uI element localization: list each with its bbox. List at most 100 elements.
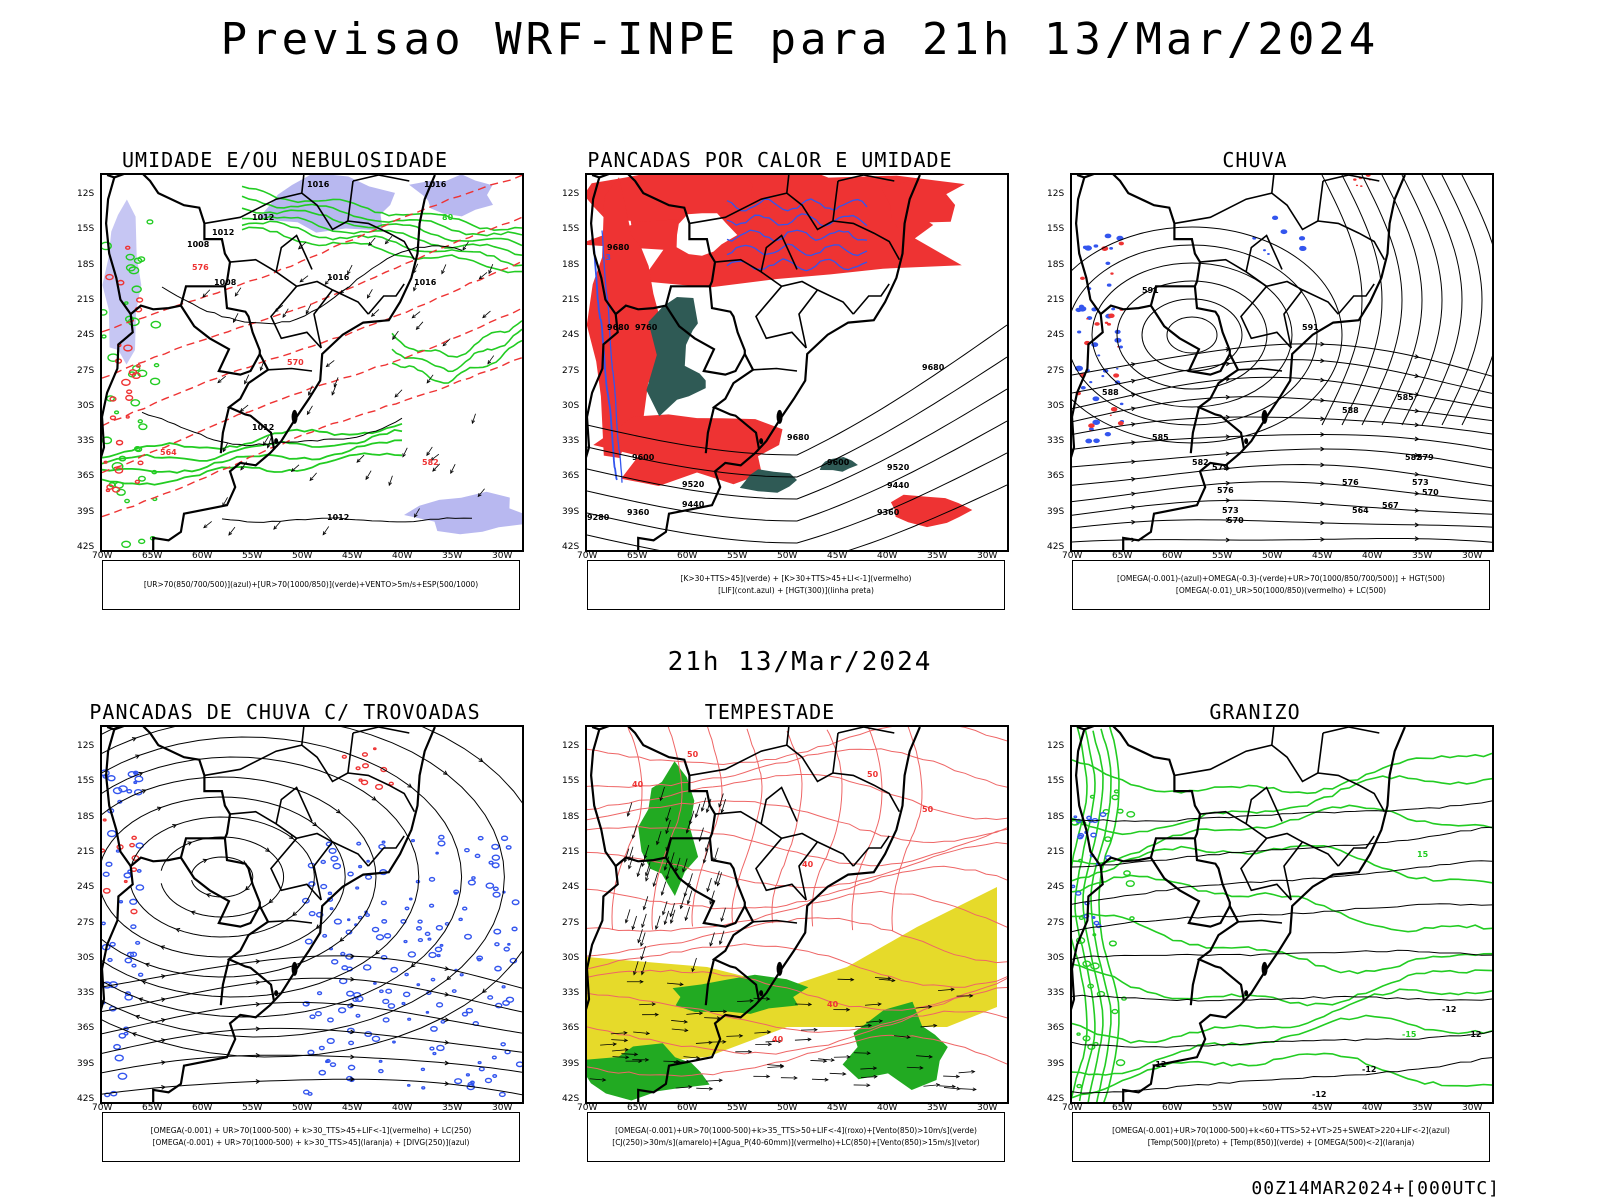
lon-tick-label: 70W <box>92 1103 113 1113</box>
flow-arrow <box>339 937 345 942</box>
wind-vector <box>645 867 651 881</box>
wind-vector <box>726 1035 743 1037</box>
border-line <box>755 837 807 901</box>
shaded-area <box>1089 380 1093 384</box>
contour-line <box>124 957 133 964</box>
contour-label: 582 <box>1192 458 1209 467</box>
contour-line <box>436 1044 445 1052</box>
contour-line <box>329 907 334 911</box>
lon-tick-label: 60W <box>1162 1103 1183 1113</box>
contour-line <box>1090 832 1097 838</box>
contour-line <box>378 843 386 850</box>
contour-line <box>137 419 144 424</box>
contour-line <box>1099 811 1107 818</box>
border-line <box>832 772 901 813</box>
wind-vector <box>703 849 709 863</box>
flow-arrow <box>175 927 181 933</box>
streamline <box>1341 175 1383 426</box>
contour-line <box>329 1062 337 1068</box>
shaded-area <box>1116 367 1119 370</box>
contour-label: 1016 <box>424 180 447 189</box>
border-line <box>270 285 322 349</box>
contour-label: 1016 <box>414 278 437 287</box>
contour-line <box>382 998 390 1005</box>
flow-arrow <box>1320 537 1326 542</box>
contour-line <box>221 517 473 523</box>
contour-line <box>408 897 413 901</box>
shaded-area <box>676 213 738 256</box>
contour-line <box>110 1090 118 1097</box>
map-granizo: -12 -12 -12 -12 -12 -15 15 <box>1070 725 1494 1104</box>
border-line <box>301 180 354 231</box>
legend-line: [OMEGA(-0.001) + UR>70(1000-500) + k>30_… <box>152 1138 470 1147</box>
contour-line <box>102 818 107 822</box>
wind-vector <box>709 932 715 946</box>
flow-arrow <box>1131 378 1137 384</box>
contour-line <box>1092 933 1097 937</box>
contour-line <box>1082 960 1092 968</box>
contour-line <box>507 942 511 946</box>
contour-line <box>314 1011 322 1017</box>
contour-line <box>337 1007 347 1014</box>
streamline <box>1321 175 1363 426</box>
lat-tick-label: 42S <box>1047 1094 1065 1104</box>
contour-line <box>316 991 323 996</box>
contour-label: -12 <box>1312 1090 1326 1099</box>
contour-line <box>587 1010 1007 1055</box>
wind-vector <box>691 957 697 972</box>
lagoon-shape <box>759 990 764 997</box>
contour-line <box>102 921 106 926</box>
border-line <box>229 258 369 315</box>
wind-vector <box>637 929 643 943</box>
lon-tick-label: 45W <box>342 1103 363 1113</box>
lon-tick-label: 30W <box>492 551 513 561</box>
shaded-area <box>1365 175 1371 177</box>
flow-arrow <box>481 988 487 994</box>
contour-line <box>436 953 441 958</box>
contour-label: 9440 <box>887 481 910 490</box>
contour-line <box>464 847 470 853</box>
wind-vector <box>969 993 974 998</box>
contour-label: 573 <box>1412 478 1429 487</box>
flow-arrow <box>1131 459 1137 465</box>
wind-vector <box>415 325 420 331</box>
lat-tick-label: 42S <box>77 542 95 552</box>
border-line <box>837 175 895 182</box>
border-line <box>1283 841 1304 901</box>
contour-line <box>320 883 328 890</box>
lon-tick-label: 35W <box>1412 1103 1433 1113</box>
contour-line <box>381 919 388 924</box>
lon-tick-label: 65W <box>627 551 648 561</box>
contour-line <box>371 1035 381 1043</box>
wind-vector <box>811 1078 828 1081</box>
streamline <box>1072 463 1492 487</box>
wind-vector <box>641 961 647 975</box>
wind-vector <box>462 246 467 251</box>
contour-line <box>102 216 522 379</box>
wind-vector <box>866 1020 883 1023</box>
contour-line <box>387 1003 396 1009</box>
legend-line: [OMEGA(-0.001) + UR>70(1000-500) + k>30_… <box>150 1126 472 1135</box>
contour-line <box>458 917 463 922</box>
lat-tick-label: 24S <box>77 882 95 893</box>
wind-vector <box>282 308 289 318</box>
flow-arrow <box>1320 397 1326 403</box>
contour-line <box>1091 916 1096 920</box>
lat-tick-label: 39S <box>1047 506 1065 517</box>
wind-vector <box>326 360 335 367</box>
contour-line <box>471 876 476 880</box>
shaded-area <box>1267 253 1270 256</box>
flow-arrow <box>442 770 448 775</box>
contour-line <box>130 908 138 915</box>
border-line <box>1189 959 1201 1006</box>
legend-line: [Temp(500)](preto) + [Temp(850)](verde) … <box>1147 1138 1415 1147</box>
wind-vector <box>266 444 271 449</box>
wind-vector <box>813 1027 818 1032</box>
legend: [OMEGA(-0.001)+UR>70(1000-500)+k>35_TTS>… <box>587 1112 1005 1162</box>
wind-vector <box>240 404 249 412</box>
contour-line <box>591 238 618 481</box>
contour-line <box>356 841 362 846</box>
wind-vector <box>645 877 649 882</box>
lagoon-shape <box>291 961 298 976</box>
contour-line <box>364 874 373 880</box>
